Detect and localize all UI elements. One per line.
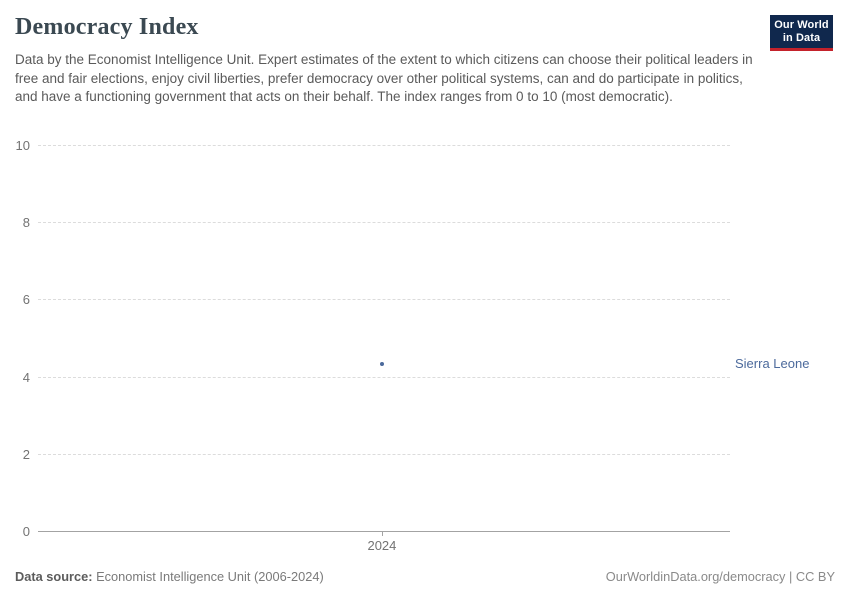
gridline (38, 145, 730, 146)
y-tick-label: 6 (22, 292, 30, 308)
gridline (38, 453, 730, 455)
y-tick-label: 2 (22, 446, 30, 462)
data-source: Data source: Economist Intelligence Unit… (15, 569, 324, 584)
owid-logo[interactable]: Our World in Data (770, 15, 833, 51)
entity-label[interactable]: Sierra Leone (735, 355, 810, 371)
y-tick-label: 4 (22, 369, 30, 385)
owid-logo-line1: Our World (774, 19, 829, 31)
y-tick-label: 10 (15, 138, 30, 153)
gridline (38, 376, 730, 378)
gridline (38, 299, 730, 301)
chart-subtitle: Data by the Economist Intelligence Unit.… (15, 52, 753, 105)
data-source-label: Data source: (15, 569, 93, 584)
footer-link[interactable]: OurWorldinData.org/democracy | CC BY (605, 569, 835, 584)
x-tick-label: 2024 (367, 538, 397, 553)
chart-title: Democracy Index (15, 14, 199, 40)
owid-logo-line2: in Data (782, 32, 821, 44)
x-tick-mark (381, 531, 383, 536)
data-point[interactable] (379, 361, 384, 366)
gridline (38, 222, 730, 224)
y-tick-label: 8 (22, 215, 30, 231)
data-source-text[interactable]: Economist Intelligence Unit (2006-2024) (96, 569, 324, 584)
y-tick-label: 0 (22, 524, 30, 539)
x-axis-line (38, 531, 730, 532)
chart-footer: Data source: Economist Intelligence Unit… (15, 569, 835, 584)
